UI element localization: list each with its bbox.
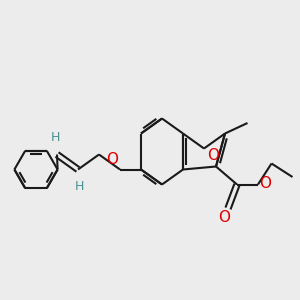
Text: O: O <box>218 210 230 225</box>
Text: H: H <box>75 180 84 193</box>
Text: H: H <box>51 131 60 144</box>
Text: O: O <box>260 176 272 190</box>
Text: O: O <box>106 152 119 166</box>
Text: O: O <box>208 148 220 164</box>
